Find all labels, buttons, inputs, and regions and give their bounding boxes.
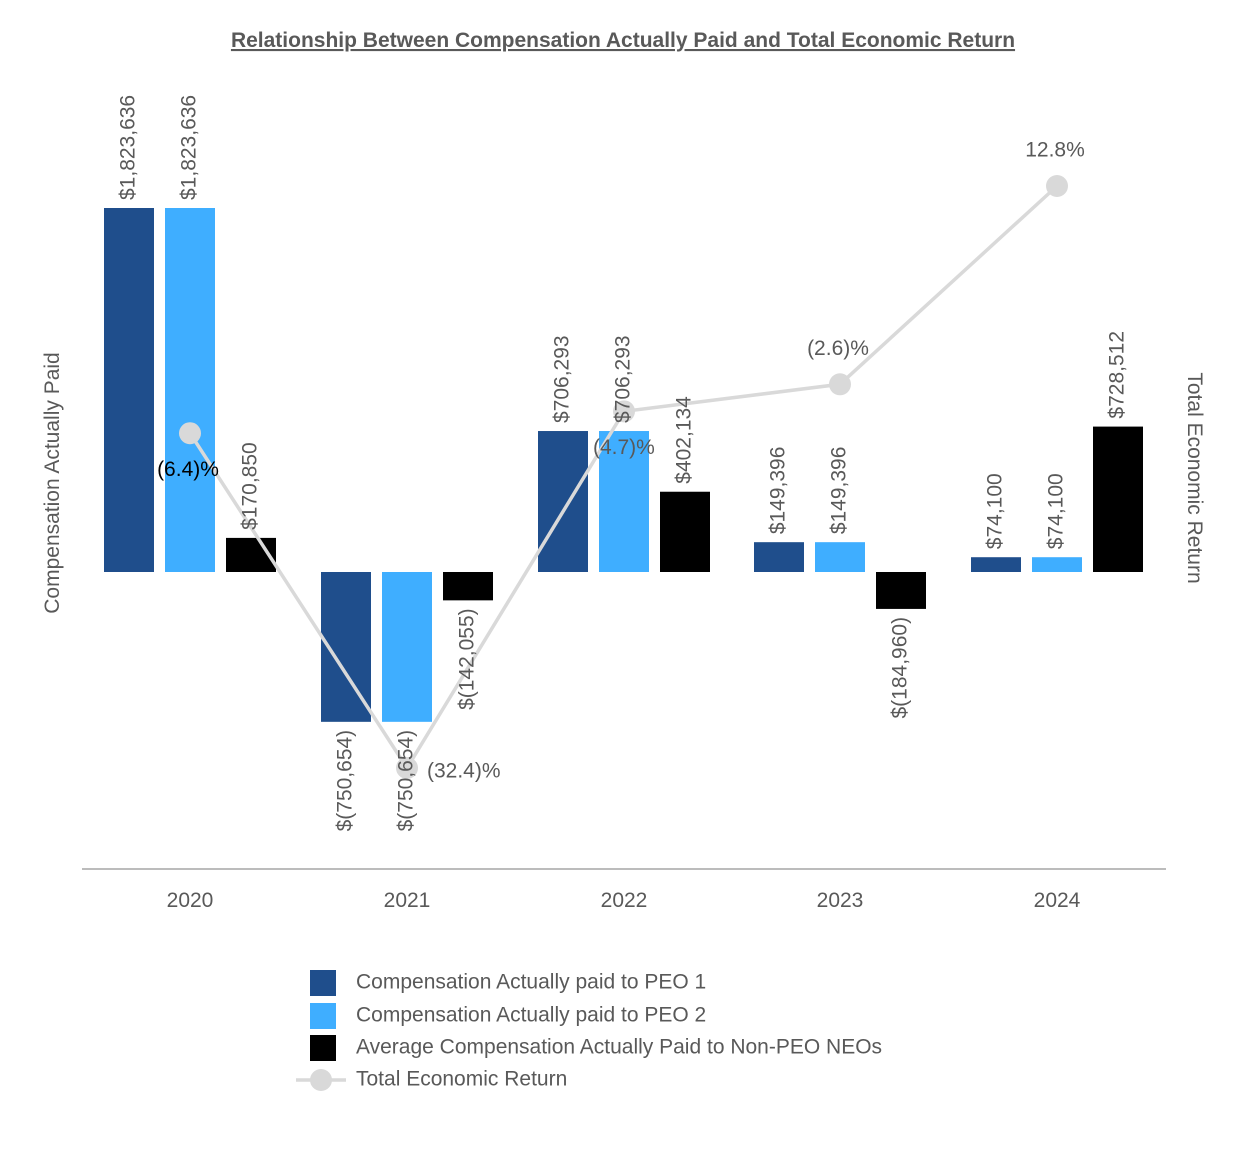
data-label-non-peo-2024: $728,512 bbox=[1106, 331, 1129, 419]
y-axis-title: Compensation Actually Paid bbox=[41, 352, 64, 614]
bar-non-peo-2021 bbox=[443, 572, 493, 601]
x-tick-2024: 2024 bbox=[1034, 889, 1081, 912]
legend-label-peo2: Compensation Actually paid to PEO 2 bbox=[356, 1004, 706, 1027]
legend-swatch-non-peo bbox=[310, 1035, 336, 1061]
return-point-2021 bbox=[396, 757, 418, 779]
x-tick-labels: 2020 2021 2022 2023 2024 bbox=[167, 889, 1081, 912]
return-point-2020 bbox=[179, 422, 201, 445]
legend-label-return: Total Economic Return bbox=[356, 1068, 567, 1091]
data-label-non-peo-2021: $(142,055) bbox=[456, 608, 479, 710]
legend-marker-return bbox=[310, 1069, 332, 1091]
data-label-peo1-2020: $1,823,636 bbox=[117, 95, 140, 200]
return-label-2021: (32.4)% bbox=[427, 760, 501, 783]
x-tick-2021: 2021 bbox=[384, 889, 431, 912]
x-tick-2023: 2023 bbox=[817, 889, 864, 912]
bar-peo1-2024 bbox=[971, 557, 1021, 572]
data-label-peo2-2024: $74,100 bbox=[1045, 473, 1068, 549]
data-label-non-peo-2023: $(184,960) bbox=[889, 617, 912, 719]
legend-swatch-peo1 bbox=[310, 970, 336, 996]
bar-peo1-2020 bbox=[104, 208, 154, 572]
bar-peo2-2023 bbox=[815, 542, 865, 572]
return-label-2023: (2.6)% bbox=[807, 337, 869, 360]
data-label-peo2-2022: $706,293 bbox=[612, 335, 635, 423]
data-label-non-peo-2020: $170,850 bbox=[239, 442, 262, 530]
legend-swatch-peo2 bbox=[310, 1003, 336, 1029]
data-label-peo1-2024: $74,100 bbox=[984, 473, 1007, 549]
data-label-peo2-2020: $1,823,636 bbox=[178, 95, 201, 200]
bars-layer bbox=[104, 208, 1143, 722]
data-label-peo2-2021: $(750,654) bbox=[395, 730, 418, 832]
bar-peo2-2021 bbox=[382, 572, 432, 722]
y2-axis-title: Total Economic Return bbox=[1183, 372, 1206, 583]
bar-peo2-2020 bbox=[165, 208, 215, 572]
data-labels-layer: $1,823,636 $(750,654) $706,293 $149,396 $74,… bbox=[117, 95, 1129, 832]
return-point-2023 bbox=[829, 373, 851, 396]
return-label-2024: 12.8% bbox=[1025, 139, 1085, 162]
x-tick-2020: 2020 bbox=[167, 889, 214, 912]
return-point-2022 bbox=[613, 400, 635, 423]
x-tick-2022: 2022 bbox=[601, 889, 648, 912]
data-label-peo1-2023: $149,396 bbox=[767, 447, 790, 535]
data-label-peo1-2021: $(750,654) bbox=[334, 730, 357, 832]
return-label-2020: (6.4)% bbox=[157, 458, 219, 481]
return-line-layer: (6.4)% (32.4)% (4.7)% (2.6)% 12.8% bbox=[157, 139, 1085, 783]
data-label-non-peo-2022: $402,134 bbox=[673, 396, 696, 484]
return-label-2022: (4.7)% bbox=[593, 436, 655, 459]
bar-non-peo-2022 bbox=[660, 491, 710, 572]
legend-label-peo1: Compensation Actually paid to PEO 1 bbox=[356, 971, 706, 994]
bar-peo2-2024 bbox=[1032, 557, 1082, 572]
legend-label-non-peo: Average Compensation Actually Paid to No… bbox=[356, 1036, 882, 1059]
bar-peo2-2022 bbox=[599, 431, 649, 572]
data-label-peo2-2023: $149,396 bbox=[828, 447, 851, 535]
bar-non-peo-2023 bbox=[876, 572, 926, 609]
data-label-peo1-2022: $706,293 bbox=[551, 335, 574, 423]
bar-peo1-2022 bbox=[538, 431, 588, 572]
bar-non-peo-2024 bbox=[1093, 426, 1143, 572]
legend: Compensation Actually paid to PEO 1 Compe… bbox=[296, 970, 882, 1091]
chart-title: Relationship Between Compensation Actual… bbox=[231, 29, 1015, 52]
bar-peo1-2023 bbox=[754, 542, 804, 572]
return-point-2024 bbox=[1046, 175, 1068, 197]
